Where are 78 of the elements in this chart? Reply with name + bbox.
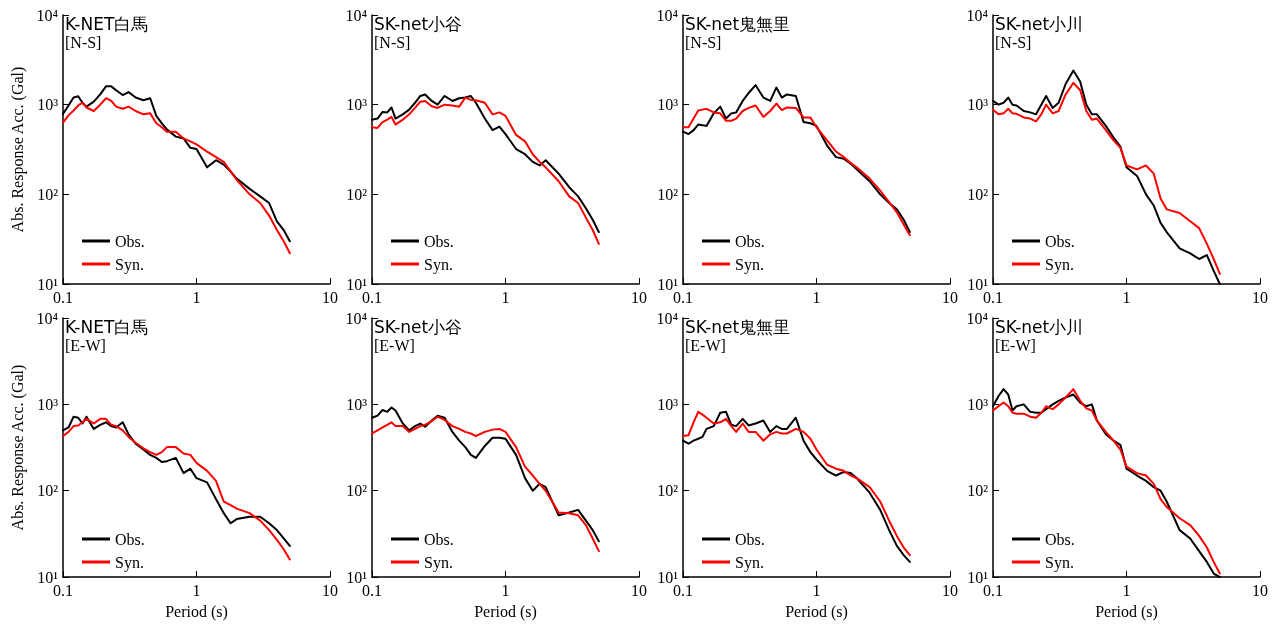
y-tick-label: 10²	[346, 482, 368, 500]
y-tick-label: 10⁴	[36, 309, 59, 327]
text: [N-S]	[995, 33, 1032, 51]
y-tick-label: 10⁴	[345, 309, 368, 327]
legend-label: Obs.	[735, 530, 765, 548]
text: [E-W]	[685, 336, 726, 354]
text: [N-S]	[65, 33, 102, 51]
x-axis-title: Period (s)	[1095, 602, 1158, 621]
x-tick-label: 10	[631, 581, 647, 599]
legend-label: Syn.	[735, 553, 764, 572]
y-tick-label: 10²	[346, 185, 368, 203]
chart-title: K-NET白馬	[65, 13, 149, 34]
y-tick-label: 10⁴	[656, 309, 679, 327]
text: [N-S]	[685, 33, 722, 51]
legend-label: Obs.	[1045, 232, 1075, 250]
legend-label: Syn.	[424, 553, 453, 572]
chart-title: SK-net鬼無里	[685, 13, 791, 34]
y-tick-label: 10³	[346, 96, 368, 114]
legend-label: Obs.	[115, 530, 145, 548]
x-axis-title: Period (s)	[785, 602, 848, 621]
y-tick-label: 10³	[967, 395, 989, 413]
x-tick-label: 1	[812, 288, 821, 306]
legend-label: Obs.	[115, 232, 145, 250]
legend-label: Obs.	[735, 232, 765, 250]
y-tick-label: 10²	[657, 482, 679, 500]
x-tick-label: 1	[812, 581, 821, 599]
legend-label: Obs.	[1045, 530, 1075, 548]
x-tick-label: 10	[1252, 581, 1268, 599]
x-tick-label: 10	[322, 581, 338, 599]
x-tick-label: 1	[1122, 581, 1131, 599]
y-tick-label: 10²	[37, 185, 59, 203]
y-tick-label: 10³	[37, 395, 59, 413]
y-tick-label: 10⁴	[966, 6, 989, 24]
x-tick-label: 10	[942, 581, 958, 599]
y-axis-title: Abs. Response Acc. (Gal)	[8, 66, 27, 233]
chart-title: SK-net小谷	[374, 13, 463, 34]
y-tick-label: 10²	[967, 482, 989, 500]
y-tick-label: 10³	[657, 96, 679, 114]
legend-label: Syn.	[115, 553, 144, 572]
y-tick-label: 10⁴	[966, 309, 989, 327]
x-tick-label: 1	[501, 288, 510, 306]
x-tick-label: 1	[192, 288, 201, 306]
y-tick-label: 10³	[346, 395, 368, 413]
x-axis-title: Period (s)	[165, 602, 228, 621]
legend-label: Syn.	[1045, 255, 1074, 274]
x-tick-label: 10	[322, 288, 338, 306]
chart-title: K-NET白馬	[65, 316, 149, 337]
text: [E-W]	[374, 336, 415, 354]
y-tick-label: 10⁴	[36, 6, 59, 24]
x-tick-label: 1	[1122, 288, 1131, 306]
y-tick-label: 10²	[967, 185, 989, 203]
y-tick-label: 10⁴	[345, 6, 368, 24]
legend-label: Syn.	[735, 255, 764, 274]
x-tick-label: 10	[631, 288, 647, 306]
legend-label: Obs.	[424, 232, 454, 250]
y-tick-label: 10³	[657, 395, 679, 413]
legend-label: Syn.	[424, 255, 453, 274]
x-tick-label: 10	[1252, 288, 1268, 306]
chart-title: SK-net小川	[995, 316, 1084, 337]
x-tick-label: 10	[942, 288, 958, 306]
y-tick-label: 10⁴	[656, 6, 679, 24]
chart-title: SK-net小川	[995, 13, 1084, 34]
y-tick-label: 10³	[37, 96, 59, 114]
x-tick-label: 1	[192, 581, 201, 599]
legend-label: Syn.	[1045, 553, 1074, 572]
x-tick-label: 1	[501, 581, 510, 599]
y-tick-label: 10²	[37, 482, 59, 500]
legend-label: Syn.	[115, 255, 144, 274]
chart-title: SK-net小谷	[374, 316, 463, 337]
y-tick-label: 10³	[967, 96, 989, 114]
y-tick-label: 10²	[657, 185, 679, 203]
x-axis-title: Period (s)	[474, 602, 537, 621]
chart-title: SK-net鬼無里	[685, 316, 791, 337]
text: [N-S]	[374, 33, 411, 51]
legend-label: Obs.	[424, 530, 454, 548]
text: [E-W]	[65, 336, 106, 354]
y-axis-title: Abs. Response Acc. (Gal)	[8, 364, 27, 531]
text: [E-W]	[995, 336, 1036, 354]
